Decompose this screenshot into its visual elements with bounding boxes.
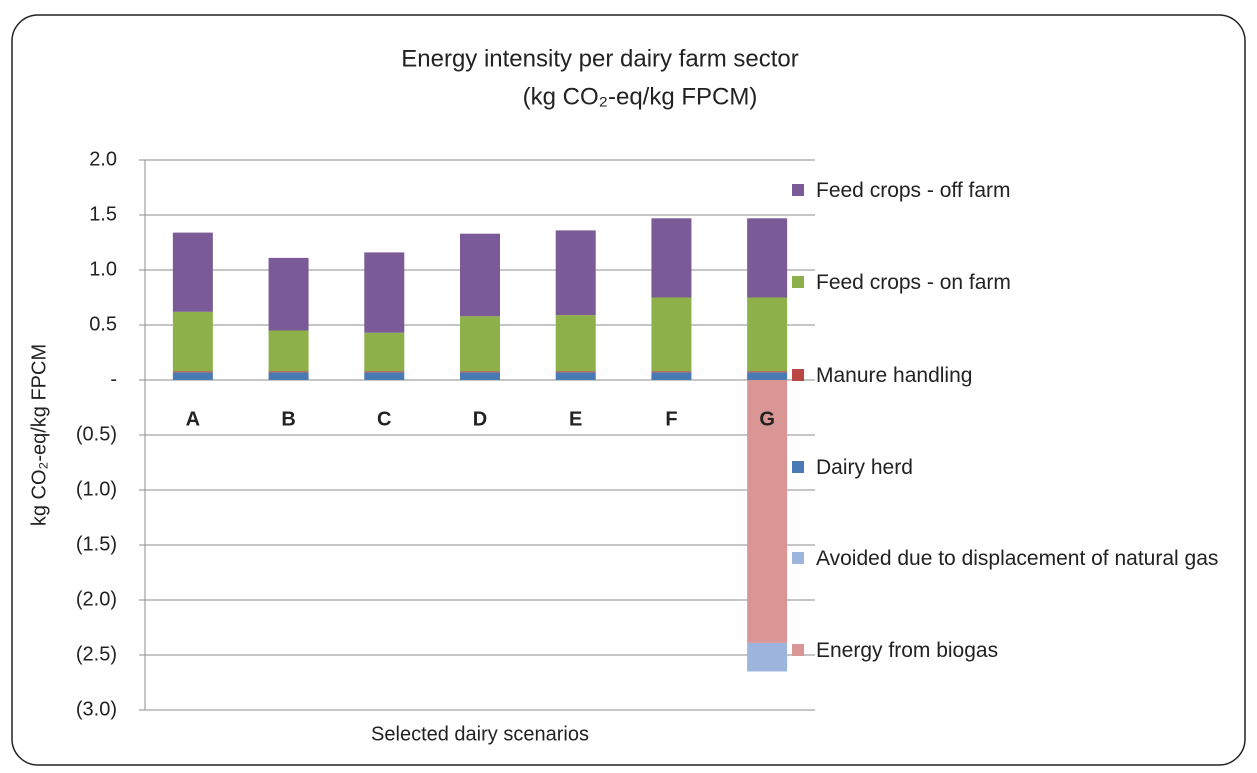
- bar-segment: [651, 372, 692, 380]
- bar-segment: [555, 372, 596, 380]
- x-tick-label: G: [759, 408, 775, 430]
- y-tick-label: (2.0): [76, 588, 117, 610]
- y-tick-label: (1.0): [76, 478, 117, 500]
- x-tick-label: F: [665, 408, 677, 430]
- y-tick-label: (0.5): [76, 423, 117, 445]
- bar-segment: [364, 371, 405, 373]
- y-tick-label: 2.0: [89, 148, 117, 170]
- legend-swatch: [792, 276, 804, 288]
- y-tick-label: 0.5: [89, 313, 117, 335]
- bar-segment: [651, 218, 692, 298]
- legend-label: Energy from biogas: [816, 639, 999, 662]
- legend-item: Energy from biogas: [792, 633, 1232, 668]
- bar-segment: [747, 297, 788, 372]
- legend-label: Feed crops - off farm: [816, 179, 1011, 202]
- bar-segment: [268, 371, 309, 373]
- bar-segment: [747, 372, 788, 380]
- chart-subtitle: (kg CO₂-eq/kg FPCM): [523, 83, 758, 110]
- x-axis-label: Selected dairy scenarios: [371, 723, 589, 745]
- bar-segment: [747, 218, 788, 298]
- legend-item: Feed crops - on farm: [792, 265, 1232, 300]
- bar-segment: [460, 316, 500, 372]
- bar-segment: [268, 372, 309, 380]
- y-tick-label: 1.5: [89, 203, 117, 225]
- x-tick-label: C: [377, 408, 391, 430]
- chart-title: Energy intensity per dairy farm sector: [401, 45, 799, 72]
- bar-segment: [172, 232, 213, 312]
- bar-segment: [747, 371, 788, 373]
- y-tick-label: -: [110, 368, 117, 390]
- y-tick-label: (3.0): [76, 698, 117, 720]
- bar-segment: [555, 230, 596, 316]
- x-tick-label: A: [186, 408, 200, 430]
- bar-segment: [172, 372, 213, 380]
- bar-segment: [172, 371, 213, 373]
- legend-item: Feed crops - off farm: [792, 173, 1232, 208]
- bar-segment: [460, 372, 500, 380]
- legend-item: Manure handling: [792, 358, 1232, 393]
- bar-segment: [651, 297, 692, 372]
- legend-swatch: [792, 461, 804, 473]
- x-tick-label: E: [569, 408, 582, 430]
- bar-segment: [364, 252, 405, 333]
- bar-segment: [555, 371, 596, 373]
- bar-segment: [460, 233, 500, 317]
- bar-segment: [460, 371, 500, 373]
- legend-swatch: [792, 552, 804, 564]
- y-tick-label: 1.0: [89, 258, 117, 280]
- y-tick-label: (1.5): [76, 533, 117, 555]
- legend-swatch: [792, 184, 804, 196]
- bar-segment: [268, 330, 309, 372]
- legend-label: Avoided due to displacement of natural g…: [816, 547, 1219, 570]
- legend-label: Dairy herd: [816, 456, 913, 479]
- y-tick-label: (2.5): [76, 643, 117, 665]
- legend-item: Avoided due to displacement of natural g…: [792, 541, 1232, 576]
- legend-swatch: [792, 369, 804, 381]
- x-tick-label: D: [473, 408, 487, 430]
- legend-swatch: [792, 644, 804, 656]
- y-axis-label: kg CO₂-eq/kg FPCM: [28, 344, 50, 526]
- chart-frame: [11, 14, 1246, 766]
- legend-label: Manure handling: [816, 364, 973, 387]
- bar-segment: [651, 371, 692, 373]
- bar-segment: [747, 380, 788, 643]
- bar-segment: [364, 372, 405, 380]
- bar-segment: [747, 642, 788, 672]
- bar-segment: [268, 257, 309, 331]
- legend-label: Feed crops - on farm: [816, 271, 1011, 294]
- bar-segment: [555, 315, 596, 372]
- legend-item: Dairy herd: [792, 450, 1232, 485]
- bar-segment: [172, 311, 213, 372]
- bar-segment: [364, 332, 405, 372]
- x-tick-label: B: [281, 408, 295, 430]
